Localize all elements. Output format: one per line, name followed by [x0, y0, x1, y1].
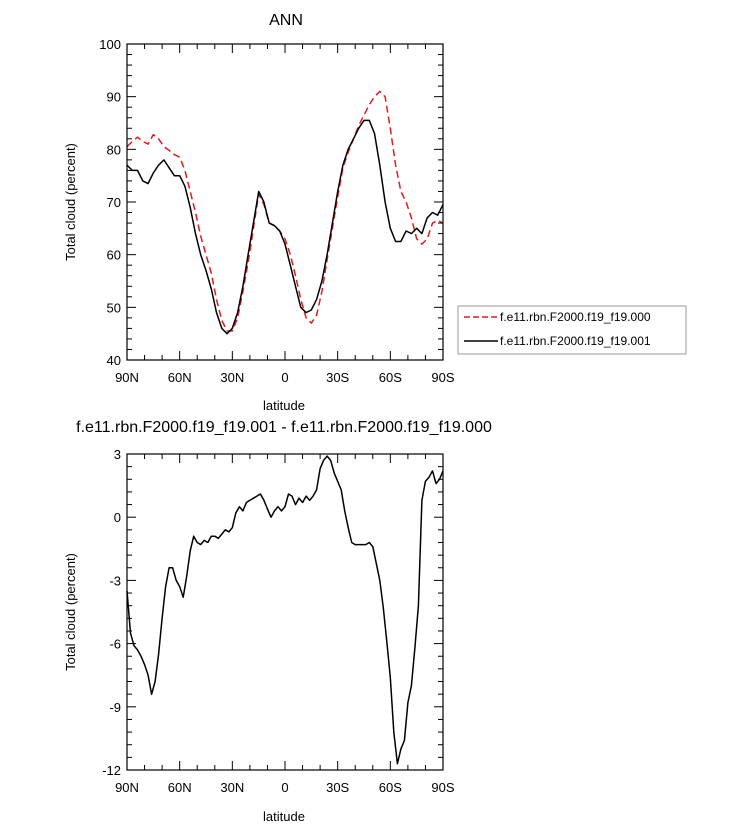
top-plot-frame — [126, 43, 444, 361]
bottom-x-tick-label: 60S — [379, 780, 402, 795]
bottom-x-axis-label: latitude — [263, 809, 305, 824]
bottom-series-line-0 — [126, 455, 444, 765]
bottom-plot-frame — [126, 453, 444, 771]
top-y-tick-label: 50 — [107, 300, 121, 315]
top-x-axis-label: latitude — [263, 398, 305, 413]
chart-bottom: f.e11.rbn.F2000.f19_f19.001 - f.e11.rbn.… — [63, 419, 492, 824]
bottom-y-tick-label: -12 — [102, 763, 121, 778]
top-x-tick-label: 30N — [220, 370, 244, 385]
top-y-tick-label: 60 — [107, 248, 121, 263]
top-x-tick-label: 90N — [115, 370, 139, 385]
chart-top: ANN 90N 60N 30N 0 30S 60S 90S 40 50 60 70 80 90 100 T… — [63, 12, 687, 413]
top-y-tick-label: 90 — [107, 90, 121, 105]
legend-label-series-000: f.e11.rbn.F2000.f19_f19.000 — [500, 310, 651, 324]
top-x-tick-label: 30S — [326, 370, 349, 385]
top-y-tick-label: 70 — [107, 195, 121, 210]
bottom-y-tick-label: -9 — [109, 700, 121, 715]
top-series-line-1 — [126, 119, 444, 335]
bottom-series-layer — [126, 455, 444, 765]
bottom-x-tick-label: 0 — [281, 780, 288, 795]
top-x-tick-label: 60S — [379, 370, 402, 385]
top-y-tick-label: 100 — [99, 37, 121, 52]
top-x-tick-label: 90S — [431, 370, 454, 385]
bottom-y-axis-label: Total cloud (percent) — [63, 553, 78, 671]
bottom-y-tick-label: 3 — [114, 447, 121, 462]
top-y-tick-label: 80 — [107, 142, 121, 157]
bottom-x-tick-label: 90N — [115, 780, 139, 795]
top-series-line-0 — [126, 90, 444, 332]
top-y-axis-label: Total cloud (percent) — [63, 143, 78, 261]
legend-label-series-001: f.e11.rbn.F2000.f19_f19.001 — [500, 334, 651, 348]
legend-box — [457, 305, 687, 355]
top-chart-title: ANN — [269, 12, 303, 29]
bottom-x-tick-label: 30N — [220, 780, 244, 795]
bottom-y-tick-label: -3 — [109, 573, 121, 588]
bottom-y-tick-label: -6 — [109, 637, 121, 652]
bottom-chart-title: f.e11.rbn.F2000.f19_f19.001 - f.e11.rbn.… — [76, 419, 492, 436]
bottom-x-tick-label: 30S — [326, 780, 349, 795]
top-ticks-layer: 90N 60N 30N 0 30S 60S 90S 40 50 60 70 80 90 100 — [99, 37, 455, 385]
bottom-ticks-layer: 90N 60N 30N 0 30S 60S 90S -12 -9 -6 -3 0 3 — [102, 447, 455, 795]
top-x-tick-label: 0 — [281, 370, 288, 385]
bottom-x-tick-label: 60N — [168, 780, 192, 795]
top-x-tick-label: 60N — [168, 370, 192, 385]
bottom-y-tick-label: 0 — [114, 510, 121, 525]
legend: f.e11.rbn.F2000.f19_f19.000 f.e11.rbn.F2… — [457, 305, 687, 355]
top-series-layer — [126, 90, 444, 335]
bottom-x-tick-label: 90S — [431, 780, 454, 795]
top-y-tick-label: 40 — [107, 353, 121, 368]
